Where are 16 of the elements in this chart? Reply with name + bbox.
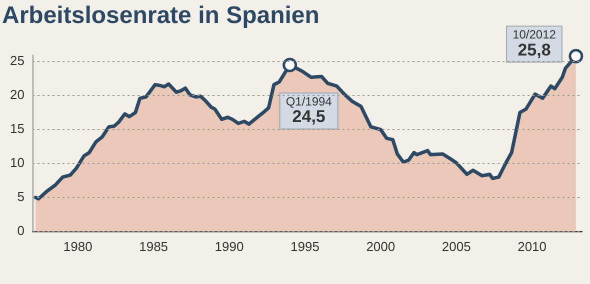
chart-title: Arbeitslosenrate in Spanien <box>2 2 320 30</box>
x-tick-label: 1980 <box>63 238 92 254</box>
y-tick-label: 15 <box>10 121 24 136</box>
y-tick-label: 25 <box>10 53 24 68</box>
annotation: 10/2012 25,8 <box>512 27 556 60</box>
y-tick-label: 10 <box>10 155 24 170</box>
y-tick-label: 5 <box>17 189 24 204</box>
annotation: Q1/1994 24,5 <box>286 94 332 126</box>
x-tick-label: 2005 <box>442 238 471 254</box>
x-tick-label: 1995 <box>290 238 320 254</box>
x-tick-label: 1985 <box>139 238 168 254</box>
x-tick-label: 1990 <box>214 238 244 254</box>
y-tick-label: 0 <box>17 222 24 238</box>
x-tick-label: 2000 <box>366 238 396 254</box>
x-tick-label: 2010 <box>518 238 547 254</box>
y-tick-label: 20 <box>10 87 24 102</box>
